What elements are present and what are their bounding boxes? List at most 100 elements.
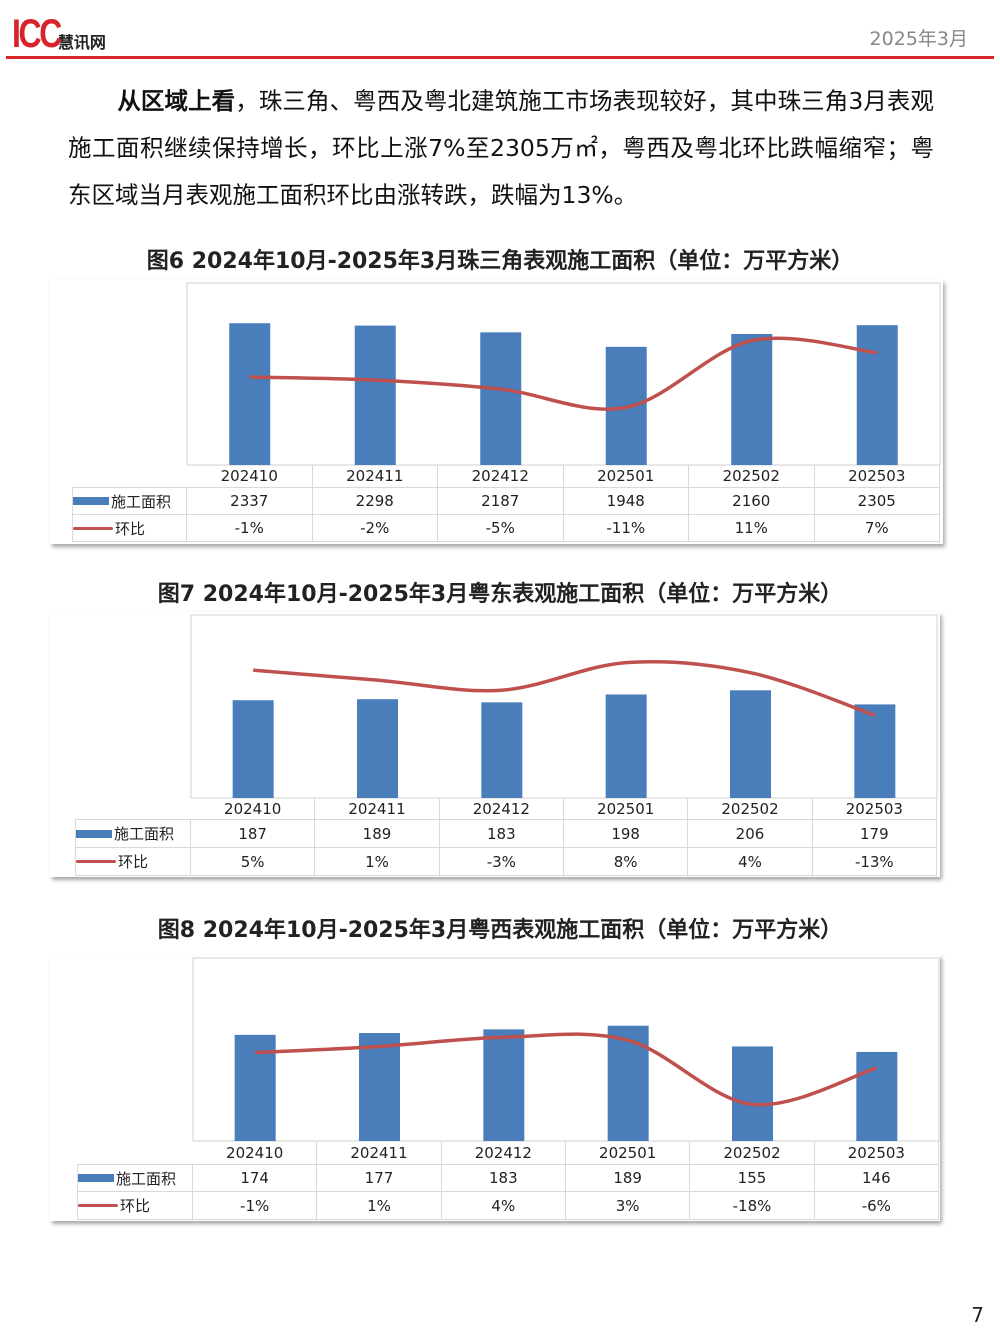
huanbi-value: -13% [812,848,937,876]
line-series-huanbi [249,336,878,411]
chart-plot [190,614,938,799]
legend-line-swatch [73,526,113,530]
huanbi-value: 4% [441,1192,566,1220]
area-value: 183 [439,820,564,848]
category-label: 202412 [438,465,564,488]
category-label: 202502 [689,465,815,488]
legend-line: 环比 [77,1192,193,1220]
table-corner [75,798,191,820]
paragraph-lead: 从区域上看 [117,87,236,115]
legend-label: 环比 [115,519,146,538]
category-label: 202503 [814,465,940,488]
bar-202412 [480,332,522,465]
plot-area [186,282,941,466]
legend-line-swatch [76,860,116,863]
bar-202503 [856,1051,898,1141]
category-label: 202502 [688,798,813,820]
area-value: 1948 [563,488,689,515]
area-value: 2160 [689,488,815,515]
area-value: 177 [317,1165,442,1192]
area-value: 146 [814,1165,939,1192]
huanbi-value: -6% [814,1192,939,1220]
bar-202503 [856,325,898,465]
bar-202411 [354,325,396,465]
huanbi-value: -5% [438,515,564,542]
chart-6: 202410 202411 202412 202501 202502 202503 施工面积… [50,280,943,544]
huanbi-value: 7% [814,515,940,542]
category-label: 202411 [315,798,440,820]
legend-bar-swatch [73,497,109,505]
legend-bar: 施工面积 [77,1165,193,1192]
chart-title: 图6 2024年10月-2025年3月珠三角表观施工面积（单位：万平方米） [146,249,854,274]
category-label: 202503 [814,1141,939,1165]
bar-202502 [732,1046,773,1141]
chart-7: 202410 202411 202412 202501 202502 202503 施工面积… [50,612,940,877]
category-label: 202410 [191,798,316,820]
chart-title: 图7 2024年10月-2025年3月粤东表观施工面积（单位：万平方米） [157,582,843,607]
legend-label: 施工面积 [114,825,175,843]
bar-202411 [357,699,398,798]
huanbi-value: -11% [563,515,689,542]
bar-202410 [229,323,271,465]
category-label: 202410 [187,465,313,488]
chart-plot [192,957,940,1142]
area-value: 189 [566,1165,691,1192]
report-date: 2025年3月 [869,28,968,50]
area-value: 183 [441,1165,566,1192]
huanbi-value: 8% [564,848,689,876]
category-label: 202411 [312,465,438,488]
legend-line: 环比 [75,848,191,876]
legend-label: 施工面积 [111,492,172,511]
bar-202502 [731,333,773,465]
body-paragraph: 从区域上看，珠三角、粤西及粤北建筑施工市场表现较好，其中珠三角3月表观施工面积继… [68,78,934,219]
category-label: 202503 [812,798,937,820]
bar-202410 [232,700,274,798]
huanbi-value: 3% [566,1192,691,1220]
category-label: 202501 [566,1141,691,1165]
bar-202412 [483,1029,525,1141]
area-value: 155 [690,1165,815,1192]
area-value: 2337 [187,488,313,515]
logo-cn: 慧讯网 [57,33,106,52]
bar-202503 [854,704,896,798]
huanbi-value: -3% [439,848,564,876]
area-value: 2305 [814,488,940,515]
huanbi-value: -18% [690,1192,815,1220]
paragraph-body: ，珠三角、粤西及粤北建筑施工市场表现较好，其中珠三角3月表观施工面积继续保持增长… [68,87,935,209]
legend-label: 施工面积 [116,1169,177,1188]
bar-202501 [607,1025,649,1141]
category-label: 202501 [563,465,689,488]
category-label: 202502 [690,1141,815,1165]
plot-area [190,614,938,799]
icc-logo: ICC 慧讯网 [12,12,106,56]
area-value: 2298 [312,488,438,515]
bar-202502 [730,690,771,798]
area-value: 189 [315,820,440,848]
chart-data-table: 202410 202411 202412 202501 202502 202503 施工面积… [72,465,940,542]
logo-latin: ICC [12,12,62,56]
huanbi-value: -1% [187,515,313,542]
bar-202501 [605,694,647,798]
legend-bar-swatch [78,1174,114,1182]
legend-bar-swatch [76,829,112,838]
huanbi-value: 1% [317,1192,442,1220]
chart-8: 202410 202411 202412 202501 202502 202503 施工面积… [50,955,940,1221]
area-value: 2187 [438,488,564,515]
huanbi-value: 11% [689,515,815,542]
area-value: 198 [564,820,689,848]
table-corner [77,1141,193,1165]
category-label: 202501 [564,798,689,820]
line-series-huanbi [253,659,876,717]
area-value: 206 [688,820,813,848]
category-label: 202411 [317,1141,442,1165]
legend-line: 环比 [72,515,187,542]
page-number: 7 [971,1303,984,1327]
legend-label: 环比 [120,1197,151,1215]
legend-bar: 施工面积 [75,820,191,848]
area-value: 174 [193,1165,318,1192]
category-label: 202410 [193,1141,318,1165]
header-divider [6,56,994,59]
chart-title: 图8 2024年10月-2025年3月粤西表观施工面积（单位：万平方米） [157,918,843,943]
huanbi-value: -1% [193,1192,318,1220]
category-label: 202412 [441,1141,566,1165]
